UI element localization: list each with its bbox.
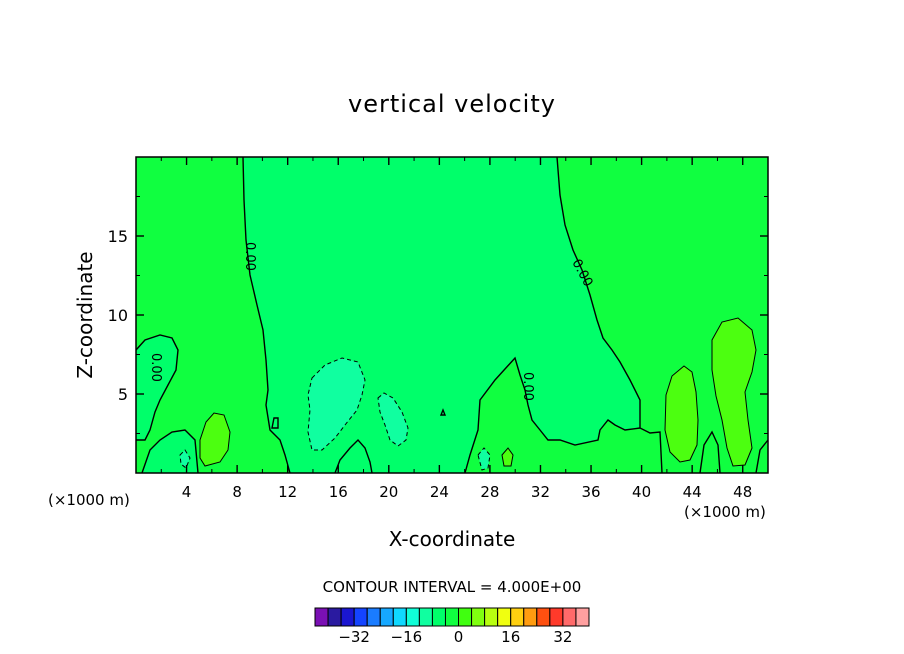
field-left-pocket (136, 335, 178, 440)
x-axis-label: X-coordinate (389, 527, 516, 551)
x-unit-left: (×1000 m) (48, 491, 130, 509)
colorbar-swatch (340, 607, 355, 627)
chart-title: vertical velocity (348, 90, 556, 118)
colorbar-swatch (562, 607, 577, 627)
colorbar-swatch (366, 607, 381, 627)
x-tick-label: 36 (581, 483, 600, 501)
zero-contour-tail (755, 439, 769, 474)
zero-contour-bottom-right (699, 430, 721, 474)
y-axis: 5 10 15 (108, 196, 768, 434)
x-tick-label: 4 (182, 483, 192, 501)
colorbar-swatch (327, 607, 342, 627)
field-negative-blob-4 (179, 449, 191, 469)
colorbar-swatch (458, 607, 473, 627)
colorbar-swatch (353, 607, 368, 627)
field-positive-blob-3 (711, 317, 757, 467)
colorbar-swatch (536, 607, 551, 627)
x-tick-label: 24 (430, 483, 449, 501)
field-positive-blob-1 (199, 412, 231, 467)
y-tick-label: 5 (118, 385, 128, 404)
zero-contour-bottom-mid (334, 438, 373, 474)
plot-area: 0.00 0.00 0.00 0.00 (135, 156, 769, 474)
contour-label-1: 0.00 (242, 242, 257, 271)
colorbar-swatch (484, 607, 499, 627)
x-tick-label: 32 (531, 483, 550, 501)
colorbar-swatch (431, 607, 446, 627)
field-negative-blob-1 (307, 357, 366, 451)
zero-contour-left (242, 156, 291, 474)
zero-contours (135, 156, 769, 474)
colorbar-swatch (549, 607, 564, 627)
colorbar-swatch (471, 607, 486, 627)
colorbar-swatch (510, 607, 525, 627)
contour-interval-text: CONTOUR INTERVAL = 4.000E+00 (323, 578, 582, 596)
zero-contour-small (271, 417, 279, 429)
colorbar-tick-label: −16 (391, 628, 423, 646)
colorbar-tick-label: 0 (454, 628, 464, 646)
x-tick-label: 12 (278, 483, 297, 501)
y-axis-label: Z-coordinate (73, 251, 97, 378)
x-tick-label: 44 (683, 483, 702, 501)
x-tick-label: 20 (379, 483, 398, 501)
zero-contour-left-pocket (135, 334, 179, 441)
x-tick-label: 8 (232, 483, 242, 501)
x-unit-right: (×1000 m) (684, 503, 766, 521)
colorbar-swatch (379, 607, 394, 627)
x-axis: 4 8 12 16 20 24 28 32 36 40 44 48 (160, 157, 752, 501)
zero-contour-tiny (439, 408, 447, 416)
contour-label-4: 0.00 (520, 372, 535, 401)
colorbar-swatch (314, 607, 329, 627)
x-tick-label: 40 (632, 483, 651, 501)
x-tick-label: 28 (480, 483, 499, 501)
y-tick-label: 10 (108, 306, 128, 325)
zero-contour-mid (464, 356, 641, 474)
colorbar-swatch (418, 607, 433, 627)
colorbar-ticks: −32 −16 0 16 32 (338, 628, 572, 646)
colorbar-swatch (444, 607, 460, 627)
colorbar-swatch (575, 607, 590, 627)
x-tick-label: 48 (733, 483, 752, 501)
field-negative-blob-3 (477, 447, 491, 471)
y-tick-label: 15 (108, 227, 128, 246)
zero-contour-bottom-left (141, 429, 199, 474)
colorbar-swatch (405, 607, 420, 627)
field-positive-blob-4 (501, 447, 514, 467)
x-tick-label: 16 (329, 483, 348, 501)
colorbar-swatch (392, 607, 407, 627)
colorbar (314, 607, 590, 627)
colorbar-swatch (523, 607, 538, 627)
contour-label-3: 0.00 (148, 353, 163, 382)
colorbar-tick-label: −32 (338, 628, 370, 646)
field-negative-blob-2 (377, 392, 409, 447)
colorbar-tick-label: 16 (501, 628, 520, 646)
field-positive-blob-2 (664, 365, 699, 463)
colorbar-swatch (497, 607, 512, 627)
colorbar-tick-label: 32 (553, 628, 572, 646)
zero-contour-right (556, 156, 663, 474)
